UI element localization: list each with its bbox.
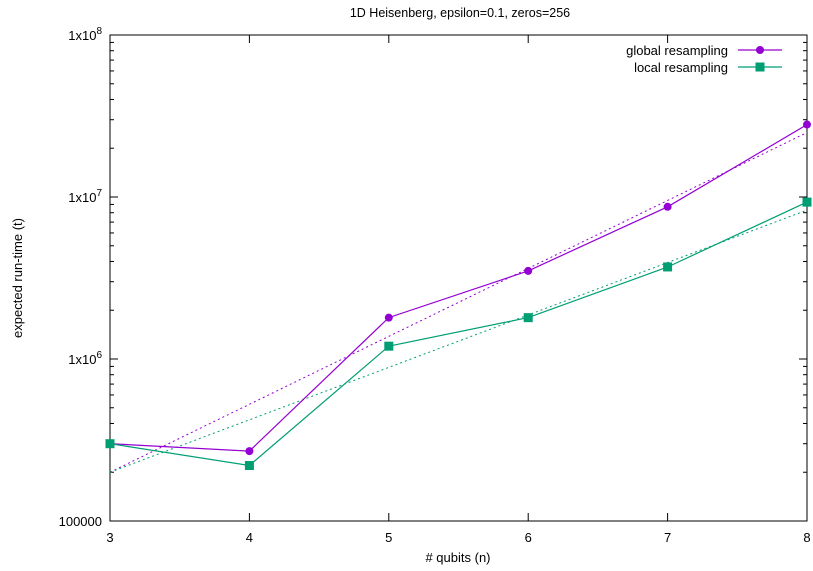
data-point-1-5 [663,202,672,211]
x-tick-labels: 3 4 5 6 7 8 [106,530,810,545]
plot-frame [109,34,808,522]
legend: global resampling local resampling [626,43,782,75]
data-point-1-3 [384,313,393,322]
data-point-1-2 [245,447,254,456]
x-tick-label: 7 [664,530,671,545]
data-point-1-6 [803,120,811,129]
data-point-2-4 [523,313,533,323]
x-tick-label: 5 [385,530,392,545]
data-point-2-5 [663,262,673,272]
data-point-1-4 [524,266,533,275]
fit-line-1 [109,132,808,473]
legend-label-1: global resampling [626,43,728,58]
data-point-2-3 [384,341,394,351]
x-tick-label: 3 [106,530,113,545]
series-group [105,120,812,471]
x-tick-label: 8 [803,530,810,545]
series-line-1 [109,124,808,452]
y-axis-label: expected run-time (t) [10,218,25,338]
series-line-2 [109,201,808,467]
y-tick-label: 100000 [59,514,102,529]
chart-title: 1D Heisenberg, epsilon=0.1, zeros=256 [350,6,570,20]
y-tick-label: 1x107 [68,188,102,205]
axis-ticks [109,34,808,522]
data-point-2-6 [802,197,812,207]
data-point-2-2 [244,461,254,471]
data-point-2-1 [105,439,115,449]
y-tick-labels: 100000 1x106 1x107 1x108 [59,26,103,529]
x-tick-label: 6 [525,530,532,545]
legend-marker-1 [756,46,764,54]
x-axis-label: # qubits (n) [425,550,490,565]
y-tick-label: 1x106 [68,350,102,367]
legend-marker-2 [755,62,765,72]
x-tick-label: 4 [246,530,253,545]
fit-line-2 [109,209,808,473]
y-tick-label: 1x108 [68,26,102,43]
trend-lines [109,132,808,473]
legend-label-2: local resampling [634,60,728,75]
